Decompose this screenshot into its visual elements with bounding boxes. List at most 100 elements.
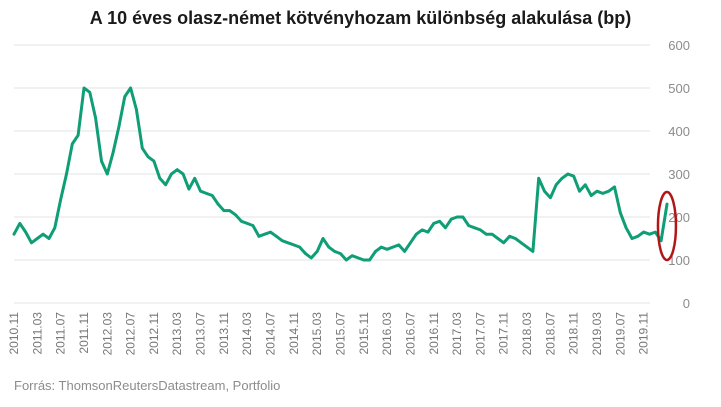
x-tick-label-2018-11: 2018.11 [567,312,581,355]
data-point-2013-06 [193,177,197,180]
data-point-2014-10 [286,241,290,245]
data-point-2019-05 [607,189,610,193]
data-point-2016-12 [438,220,441,223]
x-tick-label-2017-11: 2017.11 [497,312,511,355]
x-tick-label-2013-07: 2013.07 [194,312,208,356]
x-tick-label-2010-11: 2010.11 [7,312,21,355]
data-point-2018-03 [525,245,529,249]
data-point-2019-09 [630,237,634,240]
data-point-2016-01 [374,250,377,253]
data-point-2018-10 [566,172,570,176]
data-point-2015-07 [339,252,342,255]
data-point-2020-01 [654,230,657,234]
data-point-2013-08 [205,192,208,195]
data-point-2017-07 [479,228,482,232]
data-point-2013-02 [170,172,173,176]
data-point-2014-04 [251,224,255,227]
data-point-2016-05 [397,243,401,247]
data-point-2013-03 [175,168,179,171]
x-tick-label-2014-11: 2014.11 [287,312,301,355]
data-point-2014-07 [269,230,272,234]
data-point-2016-09 [420,228,424,232]
data-point-2011-07 [59,198,62,202]
data-point-2015-12 [368,258,371,262]
data-point-2011-11 [82,86,86,90]
data-point-2017-11 [502,241,506,245]
data-point-2019-02 [589,194,593,197]
x-tick-label-2012-11: 2012.11 [147,312,161,355]
data-point-2019-07 [619,211,622,214]
data-point-2012-07 [129,86,132,90]
data-point-2018-12 [578,189,581,193]
y-tick-label-600: 600 [668,38,690,53]
x-tick-label-2013-11: 2013.11 [217,312,231,355]
data-point-2015-09 [350,254,354,257]
x-tick-label-2016-07: 2016.07 [403,312,417,356]
data-point-2017-05 [467,224,471,227]
data-point-2014-03 [245,222,249,225]
data-point-2017-12 [508,235,511,238]
data-point-2012-12 [158,177,162,180]
x-axis-ticks: 2010.11 2011.03 2011.07 2011.11 2012.03 2012.… [7,312,651,356]
y-tick-label-400: 400 [668,124,690,139]
x-tick-label-2011-03: 2011.03 [30,312,44,355]
y-tick-label-500: 500 [668,81,690,96]
data-point-2017-09 [490,232,494,236]
chart-title: A 10 éves olasz-német kötvényhozam külön… [89,8,632,28]
data-point-2018-05 [537,177,540,180]
data-point-2011-06 [53,226,57,230]
x-tick-label-2011-11: 2011.11 [77,312,91,354]
data-point-2013-01 [164,183,167,187]
data-point-2016-06 [403,250,406,253]
data-point-2020-03 [665,202,669,206]
data-point-2012-03 [105,172,109,176]
y-tick-label-300: 300 [668,167,690,182]
data-point-2019-04 [601,192,605,195]
x-tick-label-2019-03: 2019.03 [590,312,604,356]
data-point-2019-01 [584,183,587,187]
data-point-2016-04 [391,245,395,249]
data-point-2016-10 [426,230,430,234]
data-point-2012-02 [100,159,103,163]
x-tick-label-2015-11: 2015.11 [357,312,371,355]
data-point-2018-07 [549,196,552,199]
data-point-2012-10 [146,155,150,159]
data-point-2013-12 [228,209,232,212]
data-point-2019-12 [648,232,651,236]
data-point-2013-09 [210,194,214,197]
data-point-2015-08 [345,258,348,262]
data-point-2015-10 [356,256,360,260]
data-point-2011-12 [88,91,92,94]
data-point-2012-04 [111,151,115,154]
source-note: Forrás: ThomsonReutersDatastream, Portfo… [14,378,281,393]
data-point-2011-10 [76,134,80,137]
data-point-2015-02 [310,256,313,260]
data-point-2015-05 [327,245,331,249]
x-tick-label-2017-03: 2017.03 [450,312,464,356]
data-point-2014-12 [298,245,301,249]
data-point-2014-05 [257,235,261,238]
data-point-2016-03 [385,247,389,251]
data-point-2017-06 [473,226,476,230]
x-tick-label-2017-07: 2017.07 [473,312,487,356]
highlight-ellipse [656,190,678,262]
data-point-2019-03 [595,189,599,193]
x-tick-label-2014-07: 2014.07 [264,312,278,356]
data-point-2015-06 [333,250,336,253]
data-point-2014-02 [240,220,243,223]
data-point-2012-05 [117,125,121,128]
data-point-2013-10 [216,202,220,206]
data-point-2018-06 [543,189,546,193]
data-point-2018-02 [519,241,523,245]
x-tick-label-2013-03: 2013.03 [170,312,184,356]
y-axis-ticks: 0 100 200 300 400 500 600 [668,38,690,311]
data-point-2020-02 [659,239,663,242]
data-point-2016-11 [432,222,436,225]
data-point-2017-02 [449,217,453,221]
data-point-2017-08 [484,232,488,236]
annotation-layer [656,190,678,262]
data-point-2018-04 [531,250,535,253]
x-tick-label-2018-03: 2018.03 [520,312,534,356]
data-point-2016-08 [414,232,418,236]
